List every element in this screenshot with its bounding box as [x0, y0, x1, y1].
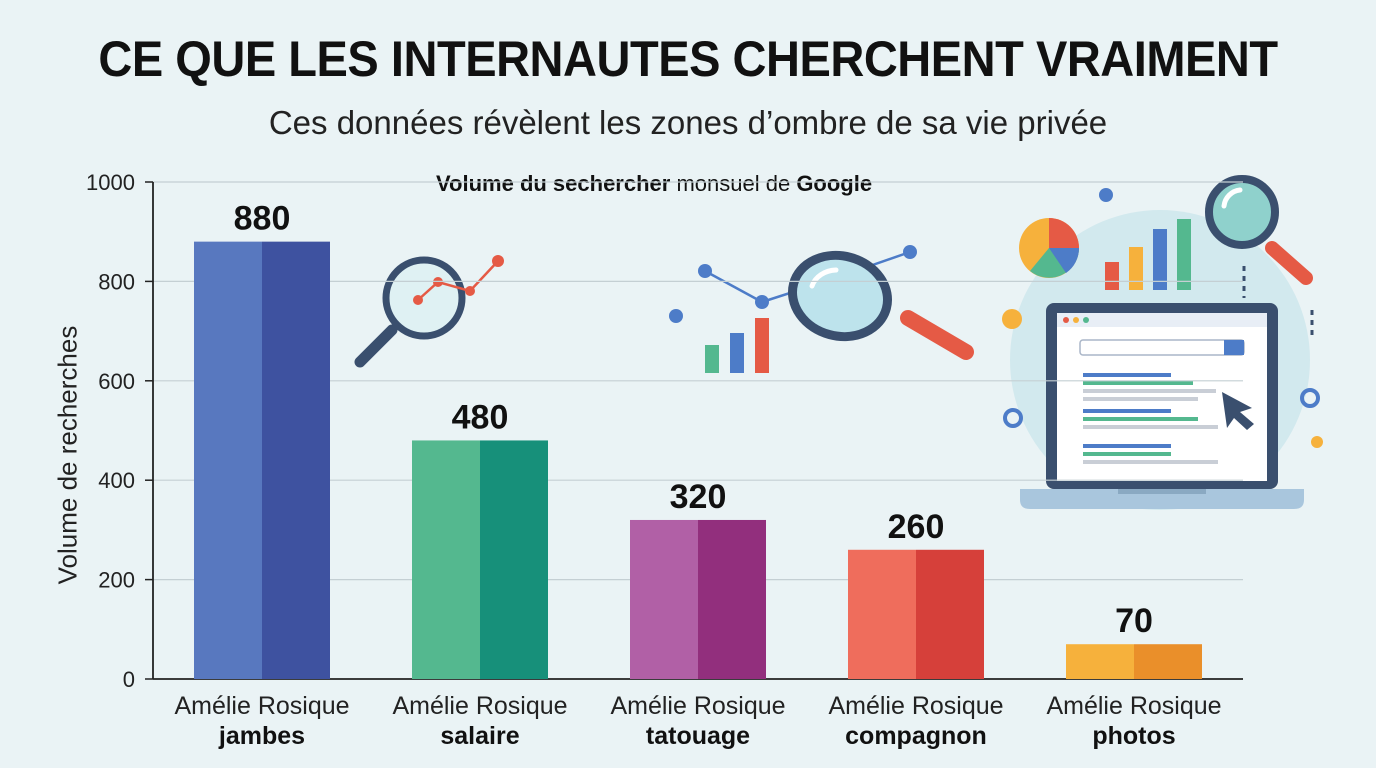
x-tick-label-line2: salaire	[440, 722, 519, 750]
data-label: 260	[888, 508, 945, 546]
y-tick-label: 1000	[86, 170, 135, 195]
bar-2-right	[480, 440, 548, 679]
y-tick-label: 200	[98, 568, 135, 593]
bar-5-left	[1066, 644, 1134, 679]
bar-2-left	[412, 440, 480, 679]
bar-1-right	[262, 241, 330, 679]
bar-4-right	[916, 549, 984, 679]
page-title: CE QUE LES INTERNAUTES CHERCHENT VRAIMEN…	[98, 31, 1278, 87]
x-tick-label-line2: photos	[1092, 722, 1175, 750]
x-tick-label-line2: compagnon	[845, 722, 987, 750]
x-tick-label-line1: Amélie Rosique	[610, 692, 785, 720]
x-tick-label-line1: Amélie Rosique	[392, 692, 567, 720]
chart-title-part-3: Google	[796, 171, 873, 196]
bar-3-left	[630, 519, 698, 679]
chart-title-part-1: Volume du sechercher	[436, 171, 671, 196]
x-tick-label-line2: tatouage	[646, 722, 750, 750]
y-tick-label: 400	[98, 468, 135, 493]
y-tick-label: 800	[98, 269, 135, 294]
data-label: 320	[670, 478, 727, 516]
chart-title-part-2: monsuel de	[670, 171, 797, 196]
y-tick-label: 0	[123, 667, 135, 692]
bar-1-left	[194, 241, 262, 679]
x-tick-label-line1: Amélie Rosique	[1046, 692, 1221, 720]
bar-4-left	[848, 549, 916, 679]
x-tick-label-line1: Amélie Rosique	[174, 692, 349, 720]
bar-5-right	[1134, 644, 1202, 679]
data-label: 880	[234, 200, 291, 238]
page-subtitle: Ces données révèlent les zones d’ombre d…	[268, 104, 1108, 141]
y-tick-label: 600	[98, 369, 135, 394]
chart-title: Volume du sechercher monsuel de Google	[436, 171, 872, 197]
x-tick-label-line2: jambes	[218, 722, 305, 750]
data-label: 70	[1115, 602, 1153, 640]
x-tick-label-line1: Amélie Rosique	[828, 692, 1003, 720]
data-label: 480	[452, 398, 509, 436]
bar-3-right	[698, 519, 766, 679]
